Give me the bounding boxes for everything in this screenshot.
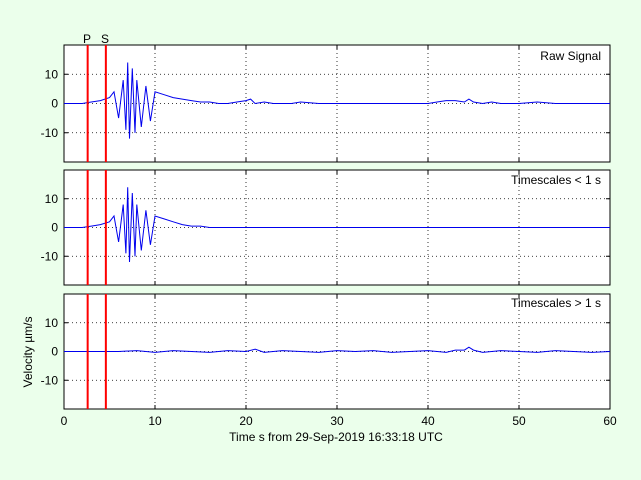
- signal-trace: [64, 346, 611, 353]
- p-wave-label: P: [83, 32, 91, 46]
- x-tick-label: 0: [61, 414, 68, 428]
- panel-title-long-timescale: Timescales > 1 s: [511, 296, 601, 310]
- x-axis-label: Time s from 29-Sep-2019 16:33:18 UTC: [229, 430, 443, 444]
- signal-trace: [64, 62, 610, 139]
- y-tick-label: -10: [41, 249, 59, 263]
- y-tick-label: 0: [51, 221, 58, 235]
- x-tick-label: 50: [512, 414, 526, 428]
- signal-trace: [64, 187, 610, 263]
- panel-title-short-timescale: Timescales < 1 s: [511, 173, 601, 187]
- y-tick-label: 0: [51, 97, 58, 111]
- y-tick-label: 10: [45, 192, 59, 206]
- x-tick-label: 30: [330, 414, 344, 428]
- tick-labels: 10 0 -10 10 0 -10 10 0 -10 0 10 20 30 40 50 60: [41, 67, 617, 428]
- y-tick-label: 10: [45, 316, 59, 330]
- s-wave-label: S: [101, 32, 109, 46]
- panel-title-raw-signal: Raw Signal: [540, 49, 601, 63]
- phase-markers: [86, 45, 107, 409]
- x-tick-label: 60: [603, 414, 617, 428]
- y-tick-label: -10: [41, 373, 59, 387]
- x-tick-label: 10: [148, 414, 162, 428]
- signal-traces: [64, 62, 611, 353]
- x-tick-label: 40: [421, 414, 435, 428]
- y-tick-label: 0: [51, 345, 58, 359]
- y-tick-label: 10: [45, 67, 59, 81]
- y-axis-label: Velocity µm/s: [21, 317, 35, 388]
- x-tick-label: 20: [239, 414, 253, 428]
- y-tick-label: -10: [41, 126, 59, 140]
